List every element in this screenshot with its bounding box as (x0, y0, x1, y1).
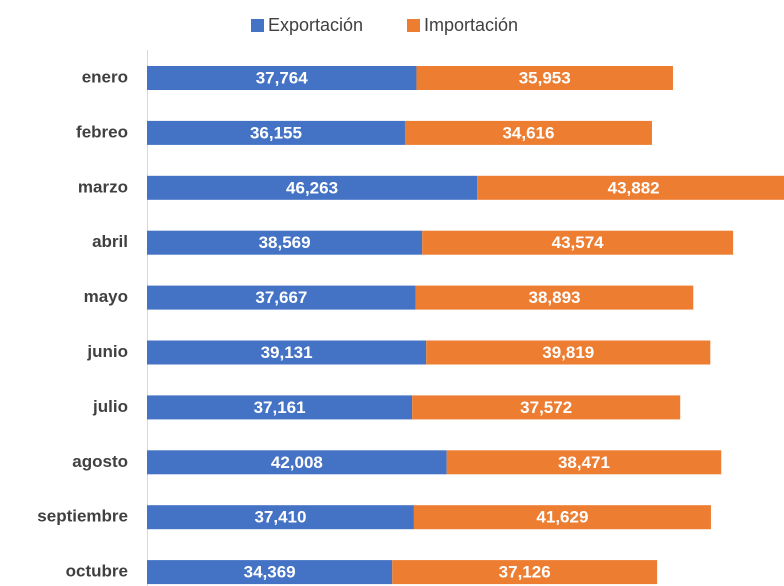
category-label: enero (82, 67, 128, 86)
bar-segment (477, 175, 784, 200)
bar-segment (446, 450, 722, 475)
legend-label: Importación (424, 15, 518, 35)
bar-segment (147, 450, 447, 475)
legend-swatch (407, 19, 420, 32)
value-label: 39,819 (542, 343, 594, 362)
value-label: 39,131 (261, 343, 313, 362)
value-label: 37,572 (520, 398, 572, 417)
bar-segment (413, 505, 711, 530)
value-label: 37,667 (255, 288, 307, 307)
value-label: 35,953 (519, 68, 571, 87)
bar-segment (147, 505, 414, 530)
value-label: 41,629 (536, 508, 588, 527)
value-label: 38,893 (529, 288, 581, 307)
value-label: 38,569 (259, 233, 311, 252)
bar-segment (147, 120, 405, 145)
value-label: 38,471 (558, 453, 610, 472)
category-label: octubre (66, 562, 128, 581)
bar-segment (392, 560, 658, 585)
legend-swatch (251, 19, 264, 32)
value-label: 36,155 (250, 123, 302, 142)
value-label: 42,008 (271, 453, 323, 472)
bar-segment (147, 66, 417, 90)
bar-segment (147, 395, 413, 420)
category-label: abril (92, 232, 128, 251)
bar-segment (404, 120, 652, 145)
value-label: 37,126 (499, 563, 551, 582)
bar-segment (147, 230, 423, 255)
legend-label: Exportación (268, 15, 363, 35)
bar-segment (415, 285, 694, 310)
value-label: 43,574 (552, 233, 605, 252)
category-label: febreo (76, 122, 128, 141)
category-label: mayo (84, 287, 128, 306)
value-label: 46,263 (286, 178, 338, 197)
bar-segment (426, 340, 711, 365)
category-label: junio (86, 342, 128, 361)
category-label: julio (92, 397, 128, 416)
value-label: 37,410 (254, 508, 306, 527)
bar-segment (147, 340, 427, 365)
bar-segment (416, 66, 673, 90)
bar-segment (147, 560, 393, 585)
value-label: 37,161 (254, 398, 306, 417)
value-label: 34,616 (502, 123, 554, 142)
category-label: marzo (78, 177, 128, 196)
bar-segment (412, 395, 681, 420)
value-label: 37,764 (256, 68, 309, 87)
value-label: 43,882 (608, 178, 660, 197)
value-label: 34,369 (244, 563, 296, 582)
bar-segment (147, 175, 478, 200)
bar-segment (147, 285, 416, 310)
category-label: agosto (72, 452, 128, 471)
category-label: septiembre (37, 507, 128, 526)
bar-segment (422, 230, 734, 255)
